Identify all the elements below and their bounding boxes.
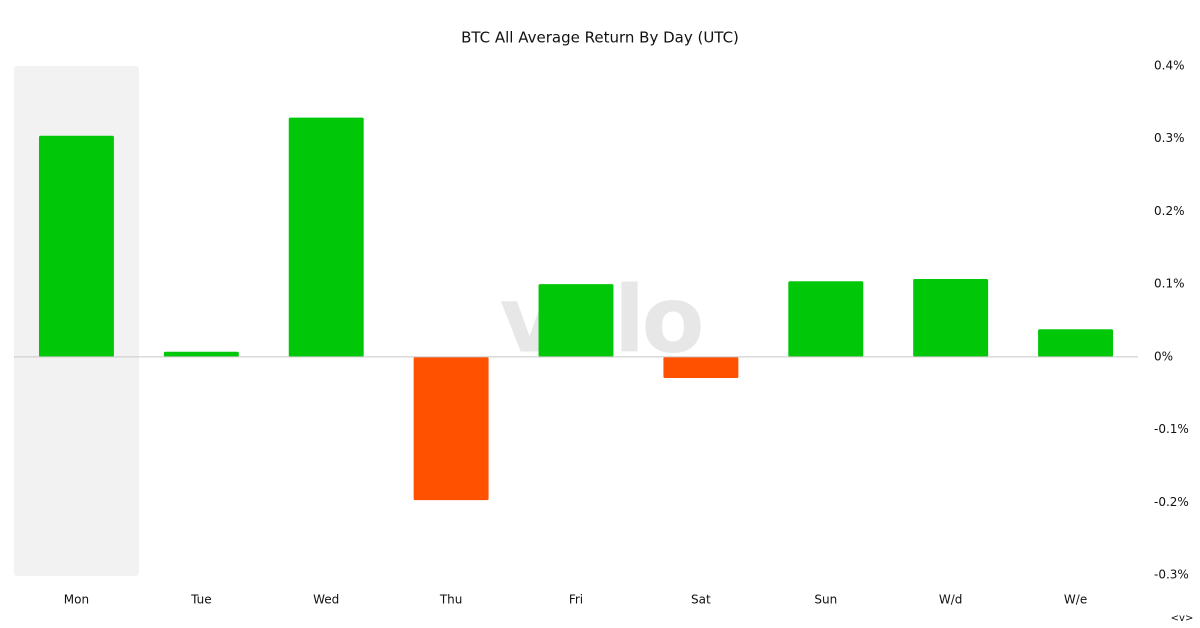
bar: [163, 351, 239, 357]
x-tick-label: Fri: [569, 593, 583, 607]
bar: [538, 284, 614, 357]
bar: [913, 279, 989, 357]
x-tick-label: Sun: [814, 593, 837, 607]
bar: [413, 356, 489, 501]
x-tick-label: W/d: [939, 593, 963, 607]
x-tick-label: W/e: [1064, 593, 1087, 607]
bar: [788, 281, 864, 357]
x-tick-label: Tue: [190, 593, 212, 607]
bar: [38, 135, 114, 357]
corner-mark: <v>: [1171, 613, 1194, 624]
x-tick-label: Sat: [691, 593, 711, 607]
bar: [1038, 329, 1114, 357]
y-tick-label: 0.3%: [1154, 131, 1185, 145]
x-tick-label: Wed: [313, 593, 339, 607]
x-tick-label: Thu: [439, 593, 463, 607]
y-tick-label: 0%: [1154, 349, 1173, 363]
bar: [663, 356, 739, 378]
y-tick-label: 0.4%: [1154, 59, 1185, 73]
y-tick-label: -0.1%: [1154, 422, 1189, 436]
x-tick-label: Mon: [64, 593, 89, 607]
y-tick-label: 0.1%: [1154, 277, 1185, 291]
chart-title: BTC All Average Return By Day (UTC): [461, 29, 739, 47]
bar: [288, 117, 364, 357]
y-tick-label: -0.2%: [1154, 495, 1189, 509]
y-tick-label: 0.2%: [1154, 204, 1185, 218]
y-tick-label: -0.3%: [1154, 568, 1189, 582]
